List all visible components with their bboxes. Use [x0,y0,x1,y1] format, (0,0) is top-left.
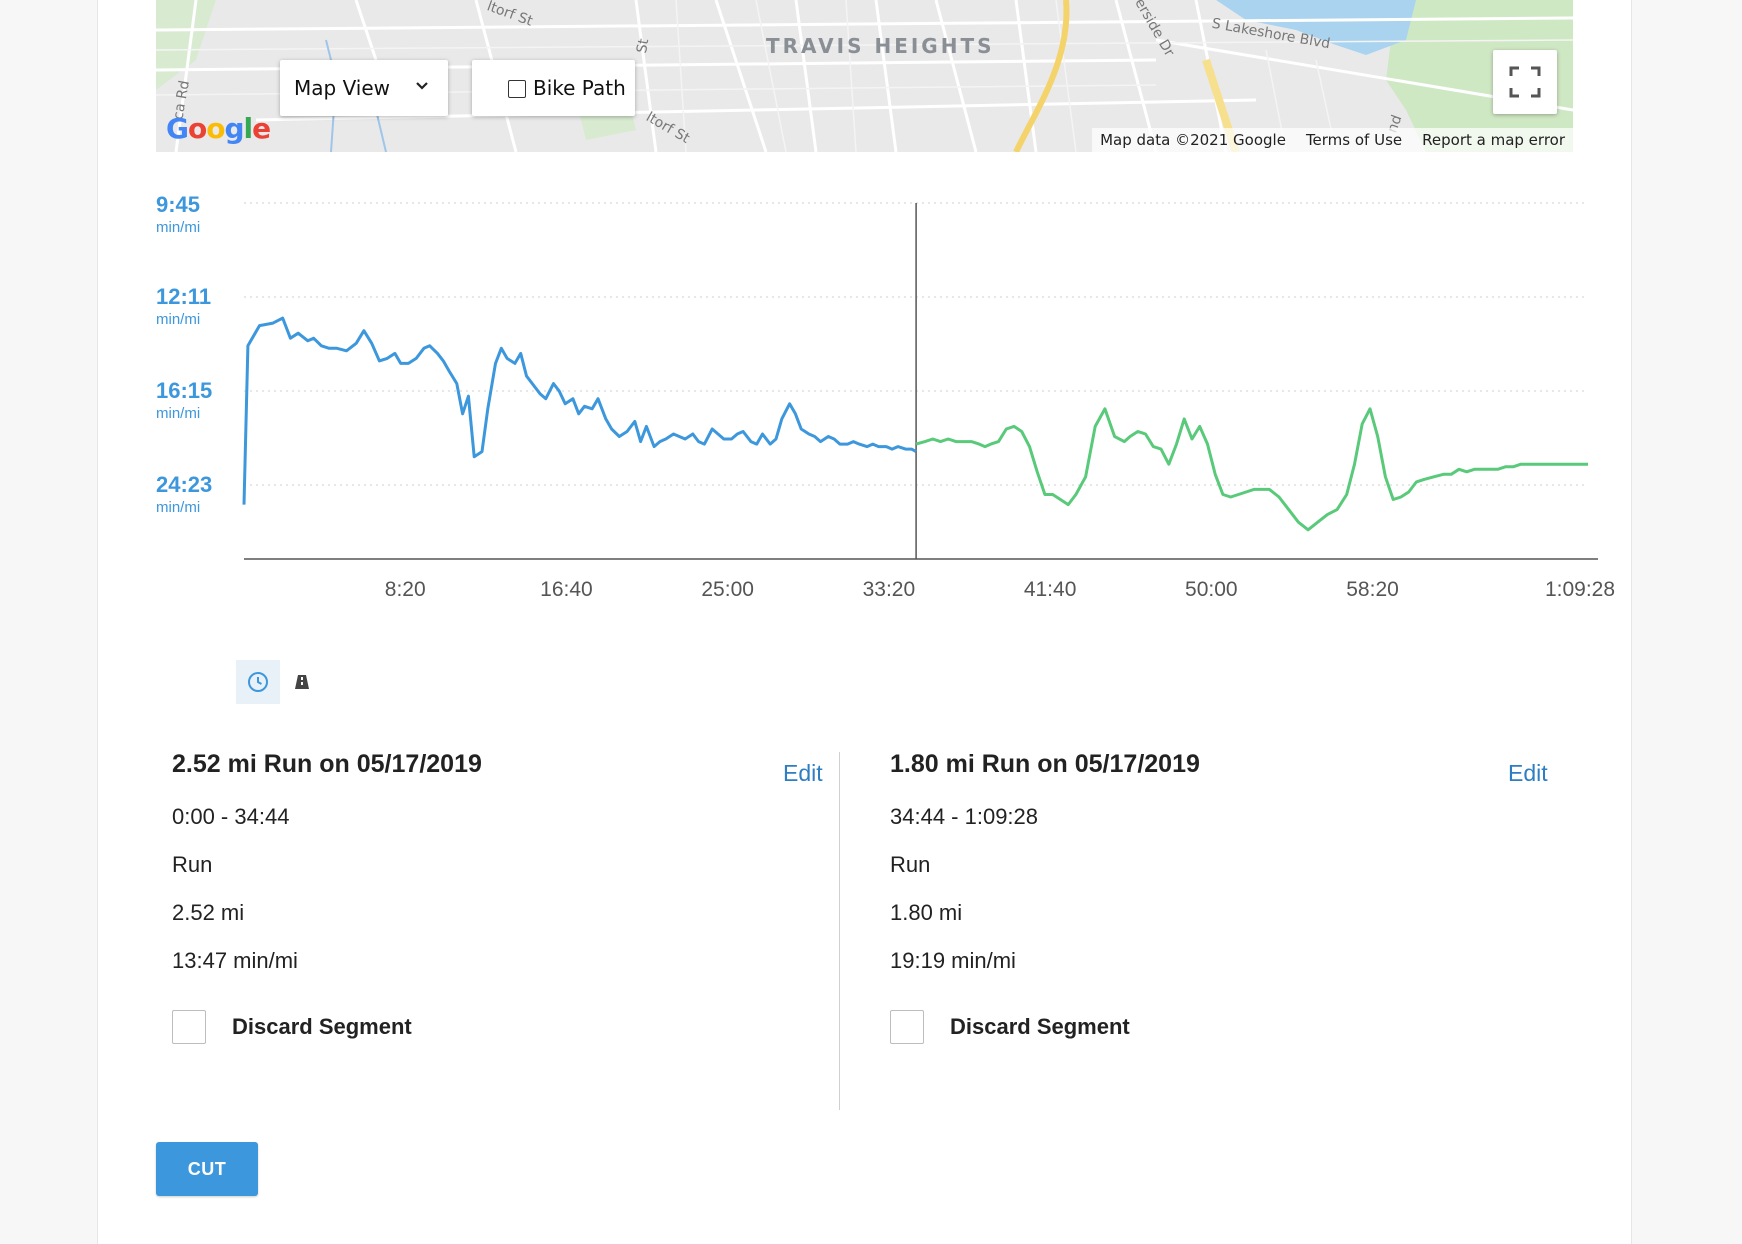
discard-segment-option[interactable]: Discard Segment [890,1010,1130,1044]
x-tick-label: 8:20 [385,578,426,601]
y-tick-unit: min/mi [156,499,201,516]
edit-segment-link[interactable]: Edit [783,760,823,786]
y-tick-unit: min/mi [156,219,201,236]
segment-distance: 1.80 mi [890,900,963,925]
road-icon [295,675,309,689]
activity-split-card: TRAVIS HEIGHTS S Lakeshore Blvd verside … [97,0,1632,1244]
clock-icon [248,672,268,692]
discard-segment-label: Discard Segment [950,1014,1130,1039]
discard-segment-checkbox[interactable] [890,1010,924,1044]
pace-series-line [915,407,1588,532]
bike-path-checkbox[interactable] [508,80,526,98]
x-tick-label: 25:00 [701,578,754,601]
pace-series-line [242,316,917,505]
segment-distance: 2.52 mi [172,900,245,925]
map-footer: Map data ©2021 Google Terms of Use Repor… [1092,128,1573,152]
fullscreen-icon [1509,66,1541,98]
x-tick-label: 1:09:28 [1545,578,1615,601]
fullscreen-button[interactable] [1493,50,1557,114]
y-tick-unit: min/mi [156,311,201,328]
x-tick-label: 58:20 [1346,578,1399,601]
cut-button[interactable]: CUT [156,1142,258,1196]
segment-title: 2.52 mi Run on 05/17/2019 [172,750,482,778]
x-tick-label: 41:40 [1024,578,1077,601]
segment-divider [839,752,840,1110]
y-tick-unit: min/mi [156,405,201,422]
y-tick-label: 16:15 [156,378,213,403]
discard-segment-option[interactable]: Discard Segment [172,1010,412,1044]
discard-segment-checkbox[interactable] [172,1010,206,1044]
y-tick-label: 9:45 [156,192,201,217]
discard-segment-label: Discard Segment [232,1014,412,1039]
route-map[interactable]: TRAVIS HEIGHTS S Lakeshore Blvd verside … [156,0,1573,152]
segment-pace: 13:47 min/mi [172,948,298,973]
x-tick-label: 33:20 [863,578,916,601]
y-tick: 16:15 min/mi [156,378,212,422]
pace-chart-plot[interactable]: 8:20 16:40 25:00 33:20 41:40 50:00 58:20 1:09:2… [156,180,1631,620]
x-axis-time-toggle[interactable] [236,660,280,704]
x-axis-distance-toggle[interactable] [280,660,324,704]
segment-pace: 19:19 min/mi [890,948,1016,973]
chevron-down-icon [416,82,428,90]
x-tick-label: 16:40 [540,578,593,601]
segment-title: 1.80 mi Run on 05/17/2019 [890,750,1200,778]
segment-time-range: 0:00 - 34:44 [172,804,290,829]
segment-time-range: 34:44 - 1:09:28 [890,804,1039,829]
report-map-error-link[interactable]: Report a map error [1422,131,1565,149]
y-tick: 9:45 min/mi [156,192,200,236]
y-tick-label: 12:11 [156,284,212,309]
map-type-select[interactable]: Map View [280,60,448,116]
pace-chart[interactable]: 9:45 min/mi 12:11 min/mi 16:15 min/mi 24… [156,180,1631,620]
x-tick-label: 50:00 [1185,578,1238,601]
map-street-label: St [634,37,653,55]
bike-path-label: Bike Path [533,76,626,100]
google-logo: Google [166,112,271,145]
segment-activity-type: Run [890,852,931,877]
y-tick: 24:23 min/mi [156,472,212,516]
edit-segment-link[interactable]: Edit [1508,760,1548,786]
segment-activity-type: Run [172,852,213,877]
y-tick-label: 24:23 [156,472,213,497]
terms-of-use-link[interactable]: Terms of Use [1305,131,1403,149]
map-neighborhood-label: TRAVIS HEIGHTS [766,34,995,58]
map-type-selected: Map View [294,76,391,100]
y-tick: 12:11 min/mi [156,284,211,328]
bike-path-toggle[interactable]: Bike Path [472,60,635,116]
map-data-attribution: Map data ©2021 Google [1100,131,1286,149]
